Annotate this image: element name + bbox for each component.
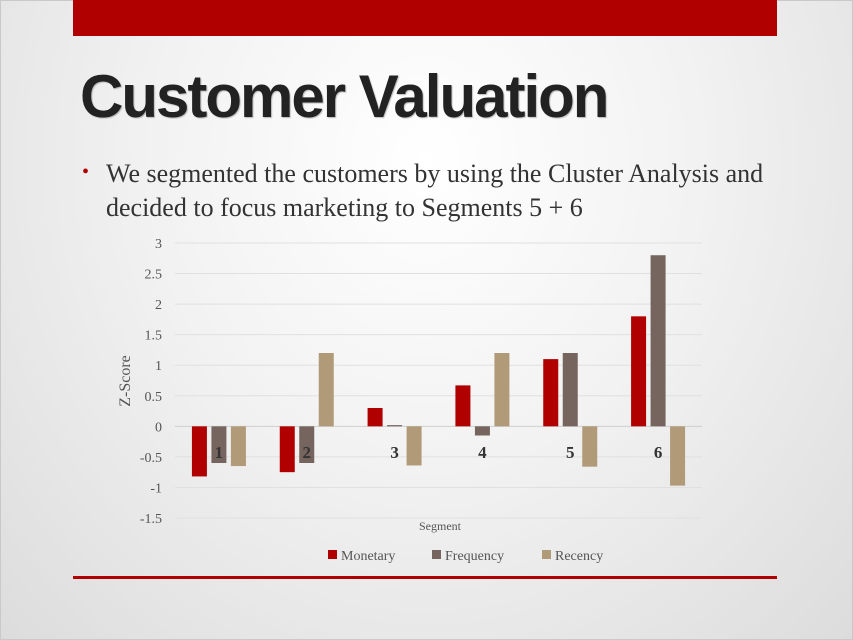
bar-recency-segment-6 xyxy=(670,426,686,486)
y-tick-label: 0.5 xyxy=(145,390,163,405)
category-label: 1 xyxy=(215,443,224,462)
bar-frequency-segment-5 xyxy=(562,353,578,427)
legend-label: Monetary xyxy=(341,549,395,564)
header-accent-bar xyxy=(73,0,777,36)
category-labels: 1 2 3 4 5 6 xyxy=(215,443,663,462)
category-label: 4 xyxy=(478,443,487,462)
y-tick-label: 3 xyxy=(155,237,162,252)
bar-monetary-segment-6 xyxy=(631,316,647,427)
legend: Monetary Frequency Recency xyxy=(328,549,603,564)
y-tick-labels: 3 2.5 2 1.5 1 0.5 0 -0.5 -1 -1.5 xyxy=(140,237,162,527)
bars xyxy=(191,255,686,486)
bar-recency-segment-2 xyxy=(318,353,334,427)
y-tick-label: 2.5 xyxy=(145,268,163,283)
x-axis-label: Segment xyxy=(419,519,462,533)
y-tick-label: 1.5 xyxy=(145,329,163,344)
y-tick-label: 1 xyxy=(155,359,162,374)
y-tick-label: 0 xyxy=(155,420,162,435)
bar-recency-segment-3 xyxy=(406,426,422,466)
slide-title: Customer Valuation xyxy=(80,63,609,130)
bar-monetary-segment-2 xyxy=(279,426,295,473)
legend-label: Frequency xyxy=(445,549,504,564)
legend-label: Recency xyxy=(555,549,603,564)
bullet-marker-icon: • xyxy=(82,161,90,183)
y-tick-label: -0.5 xyxy=(140,451,162,466)
bar-recency-segment-1 xyxy=(230,426,246,467)
y-axis-label: Z-Score xyxy=(117,355,134,407)
bullet-text: We segmented the customers by using the … xyxy=(106,159,764,222)
bar-monetary-segment-1 xyxy=(191,426,207,477)
legend-swatch-frequency xyxy=(432,550,441,559)
bar-frequency-segment-6 xyxy=(650,255,666,427)
category-label: 3 xyxy=(390,443,399,462)
category-label: 6 xyxy=(654,443,663,462)
bar-frequency-segment-1 xyxy=(211,426,227,463)
legend-swatch-monetary xyxy=(328,550,337,559)
y-tick-label: 2 xyxy=(155,298,162,313)
bar-frequency-segment-4 xyxy=(474,426,490,436)
gridlines xyxy=(175,242,702,519)
bar-recency-segment-4 xyxy=(494,353,510,427)
bar-monetary-segment-5 xyxy=(543,359,559,427)
footer-accent-rule xyxy=(73,576,777,579)
category-label: 5 xyxy=(566,443,575,462)
bar-recency-segment-5 xyxy=(582,426,598,467)
bar-monetary-segment-4 xyxy=(455,385,471,427)
y-tick-label: -1.5 xyxy=(140,512,162,527)
y-tick-label: -1 xyxy=(150,481,162,496)
category-label: 2 xyxy=(303,443,312,462)
bar-frequency-segment-3 xyxy=(387,425,403,427)
legend-swatch-recency xyxy=(542,550,551,559)
bar-monetary-segment-3 xyxy=(367,408,383,427)
bar-frequency-segment-2 xyxy=(299,426,315,463)
